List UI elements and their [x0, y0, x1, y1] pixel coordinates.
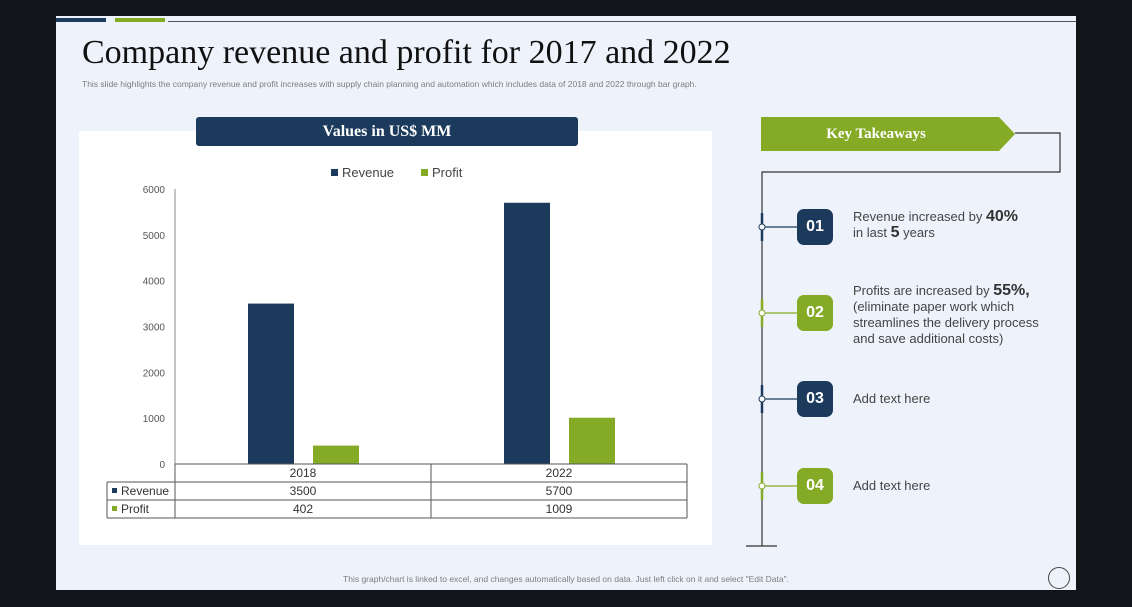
legend-swatch-revenue	[331, 169, 338, 176]
takeaway-01-text-mid: in last	[853, 225, 891, 240]
bars	[248, 202, 615, 464]
bar-revenue-2022	[504, 202, 550, 464]
bar-chart[interactable]: Revenue Profit 0100020003000400050006000 …	[79, 131, 712, 545]
y-tick-label: 1000	[143, 414, 166, 425]
chart-title-banner: Values in US$ MM	[196, 117, 578, 146]
y-tick-label: 5000	[143, 231, 166, 242]
takeaway-badge-04: 04	[797, 468, 833, 504]
corner-circle-icon	[1048, 567, 1070, 589]
chart-panel	[79, 131, 712, 545]
slide: Company revenue and profit for 2017 and …	[56, 16, 1076, 590]
top-accent-navy	[56, 18, 106, 22]
table-swatch-revenue	[112, 488, 117, 493]
takeaways-timeline	[746, 132, 1061, 547]
bar-profit-2022	[569, 417, 615, 464]
takeaway-01-text-after: years	[899, 225, 935, 240]
takeaway-01-highlight: 40%	[985, 208, 1019, 225]
legend-swatch-profit	[421, 169, 428, 176]
top-accent-green	[115, 18, 165, 22]
table-row-label-profit: Profit	[121, 502, 150, 516]
takeaway-text-01: Revenue increased by 40% in last 5 years	[853, 209, 1063, 241]
x-tick-label-2022: 2022	[546, 466, 573, 480]
top-rule	[168, 21, 1076, 22]
bar-profit-2018	[313, 445, 359, 464]
takeaway-badge-02: 02	[797, 295, 833, 331]
legend-label-revenue: Revenue	[342, 165, 394, 180]
x-tick-label-2018: 2018	[290, 466, 317, 480]
y-tick-label: 0	[159, 460, 165, 471]
takeaway-text-04[interactable]: Add text here	[853, 478, 931, 493]
takeaway-text-03[interactable]: Add text here	[853, 391, 931, 406]
table-cell: 1009	[546, 502, 573, 516]
y-tick-label: 6000	[143, 185, 166, 196]
takeaways-banner-shape	[761, 117, 1015, 151]
y-axis: 0 1000 2000 3000 4000 5000 6000	[143, 185, 176, 471]
table-swatch-profit	[112, 506, 117, 511]
y-tick-label: 3000	[143, 323, 166, 334]
takeaway-02-text-before: Profits are increased by	[853, 283, 994, 298]
table-cell: 3500	[290, 484, 317, 498]
y-tick-label: 2000	[143, 368, 166, 379]
takeaway-badge-01: 01	[797, 209, 833, 245]
chart-legend: Revenue Profit	[331, 165, 463, 180]
table-cell: 402	[293, 502, 313, 516]
takeaway-02-highlight: 55%,	[993, 282, 1030, 299]
takeaway-01-text-before: Revenue increased by	[853, 209, 986, 224]
legend-label-profit: Profit	[432, 165, 463, 180]
table-cell: 5700	[546, 484, 573, 498]
takeaway-01-highlight2: 5	[890, 224, 900, 241]
takeaways-heading: Key Takeaways	[826, 126, 926, 142]
table-row-label-revenue: Revenue	[121, 484, 169, 498]
bar-revenue-2018	[248, 303, 294, 464]
data-table: 2018 2022 Revenue 3500 5700 Profit 402 1009	[106, 463, 688, 519]
y-tick-label: 4000	[143, 277, 166, 288]
page-title: Company revenue and profit for 2017 and …	[82, 34, 731, 71]
takeaway-02-text-after: (eliminate paper work which streamlines …	[853, 299, 1039, 346]
footer-note: This graph/chart is linked to excel, and…	[343, 574, 789, 584]
takeaway-text-02: Profits are increased by 55%, (eliminate…	[853, 283, 1048, 347]
takeaway-badge-03: 03	[797, 381, 833, 417]
page-subtitle: This slide highlights the company revenu…	[82, 79, 697, 89]
